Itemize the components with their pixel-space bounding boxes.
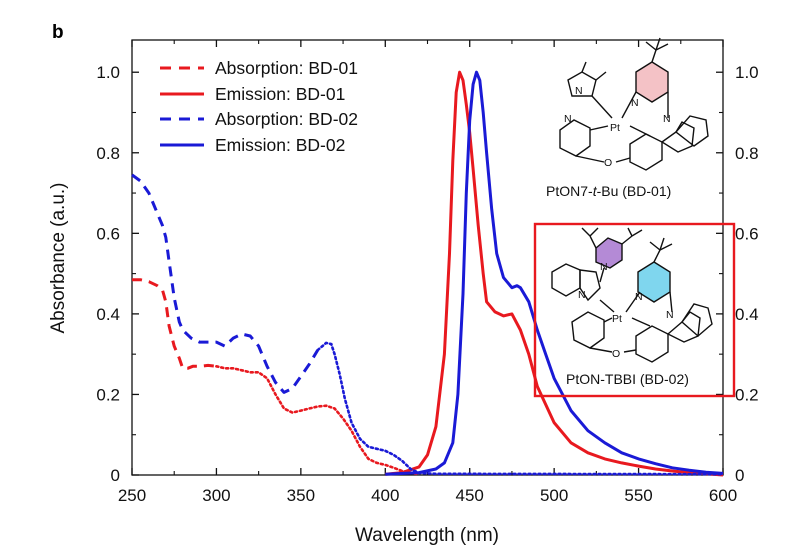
series-emission-bd-02 (385, 70, 724, 476)
bd02-atom-o: O (612, 348, 620, 360)
y-tick-label-right-0.8: 0.8 (735, 144, 759, 163)
legend-item-emission-bd01: Emission: BD-01 (160, 84, 345, 104)
series-absorption-bd-02-dashed (131, 173, 319, 394)
structure-bd02-box (533, 222, 736, 398)
x-axis: 250 300 350 400 450 500 550 600 (118, 40, 737, 505)
legend-item-absorption-bd01: Absorption: BD-01 (160, 58, 358, 78)
x-tick-label-250: 250 (118, 486, 146, 505)
series-emission-bd-01 (385, 70, 724, 477)
y-tick-label-left-0.4: 0.4 (96, 305, 120, 324)
y-tick-label-right-0.6: 0.6 (735, 224, 759, 243)
bd01-atom-pt: Pt (610, 122, 620, 134)
bd01-atom-o: O (604, 157, 612, 169)
bd01-atom-n1: N (575, 85, 583, 97)
y-axis-right: 0 0.2 0.4 0.6 0.8 1.0 (716, 63, 759, 485)
x-tick-label-600: 600 (709, 486, 737, 505)
y-tick-label-right-0: 0 (735, 466, 744, 485)
structure-bd01-image (559, 37, 709, 171)
y-tick-label-left-0: 0 (111, 466, 120, 485)
x-tick-label-500: 500 (540, 486, 568, 505)
structure-bd02-caption: PtON-TBBI (BD-02) (566, 371, 689, 387)
x-tick-label-450: 450 (456, 486, 484, 505)
bd02-atom-n1: N (600, 261, 608, 273)
legend-item-emission-bd02: Emission: BD-02 (160, 135, 345, 155)
x-tick-label-550: 550 (624, 486, 652, 505)
y-tick-label-right-1.0: 1.0 (735, 63, 759, 82)
y-tick-label-left-0.2: 0.2 (96, 385, 120, 404)
x-tick-label-400: 400 (371, 486, 399, 505)
x-tick-label-350: 350 (287, 486, 315, 505)
bd01-atom-n4: N (663, 113, 671, 125)
y-tick-label-right-0.4: 0.4 (735, 305, 759, 324)
series-absorption-bd-02-dotted (316, 341, 725, 476)
structure-bd01-caption: PtON7-t-Bu (BD-01) (546, 183, 671, 199)
legend-label-absorption-bd01: Absorption: BD-01 (215, 58, 358, 78)
legend-label-emission-bd02: Emission: BD-02 (215, 135, 345, 155)
bd02-atom-pt: Pt (612, 313, 622, 325)
y-axis-left: 0 0.2 0.4 0.6 0.8 1.0 (96, 63, 139, 485)
bd02-atom-n4: N (666, 309, 674, 321)
series-layer (131, 70, 725, 477)
y-tick-label-left-0.8: 0.8 (96, 144, 120, 163)
structure-bd01-atoms: N N N N Pt O (564, 85, 671, 169)
y-tick-label-left-0.6: 0.6 (96, 224, 120, 243)
structure-bd02-atoms: N N N N Pt O (578, 261, 674, 360)
series-absorption-bd-01-dashed (132, 278, 217, 370)
legend-label-emission-bd01: Emission: BD-01 (215, 84, 345, 104)
y-axis-title: Absorbance (a.u.) (48, 182, 69, 333)
panel-label: b (52, 22, 64, 43)
bd01-atom-n2: N (564, 113, 572, 125)
legend-label-absorption-bd02: Absorption: BD-02 (215, 109, 358, 129)
bd02-atom-n2: N (578, 289, 586, 301)
legend: Absorption: BD-01 Emission: BD-01 Absorp… (160, 58, 358, 155)
x-axis-title: Wavelength (nm) (355, 525, 499, 546)
y-tick-label-left-1.0: 1.0 (96, 63, 120, 82)
y-tick-label-right-0.2: 0.2 (735, 385, 759, 404)
series-absorption-bd-01-dotted (215, 365, 421, 476)
x-tick-label-300: 300 (202, 486, 230, 505)
structure-bd02-image (551, 227, 713, 363)
bd02-atom-n3: N (635, 291, 643, 303)
legend-item-absorption-bd02: Absorption: BD-02 (160, 109, 358, 129)
bd01-atom-n3: N (631, 97, 639, 109)
